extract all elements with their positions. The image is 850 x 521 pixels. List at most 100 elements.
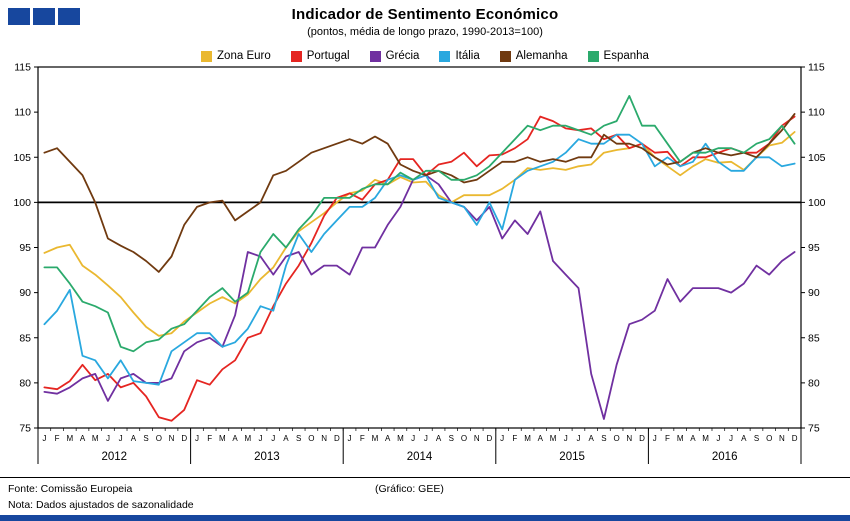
- legend-item-espanha: Espanha: [587, 50, 649, 62]
- x-axis-month-label: M: [524, 434, 531, 443]
- legend-swatch: [290, 50, 302, 62]
- x-axis-month-label: F: [665, 434, 670, 443]
- x-axis-month-label: M: [397, 434, 404, 443]
- x-axis-month-label: A: [232, 434, 238, 443]
- x-axis-month-label: A: [80, 434, 86, 443]
- x-axis-month-label: J: [348, 434, 352, 443]
- y-axis-tick-label-left: 80: [19, 377, 31, 389]
- y-axis-tick-label-right: 100: [808, 197, 826, 209]
- x-axis-month-label: D: [181, 434, 187, 443]
- x-axis-month-label: A: [131, 434, 137, 443]
- x-axis-month-label: J: [106, 434, 110, 443]
- y-axis-tick-label-right: 105: [808, 152, 826, 164]
- x-axis-month-label: A: [690, 434, 696, 443]
- y-axis-tick-label-right: 95: [808, 242, 820, 254]
- y-axis-tick-label-right: 75: [808, 423, 820, 435]
- x-axis-month-label: F: [207, 434, 212, 443]
- x-axis-month-label: F: [55, 434, 60, 443]
- series-line-espanha: [43, 95, 796, 353]
- x-axis-month-label: N: [474, 434, 480, 443]
- legend-label: Portugal: [306, 50, 350, 62]
- x-axis-month-label: J: [259, 434, 263, 443]
- x-axis-month-label: A: [385, 434, 391, 443]
- y-axis-tick-label-left: 85: [19, 332, 31, 344]
- data-note: Nota: Dados ajustados de sazonalidade: [8, 499, 194, 511]
- series-line-portugal: [43, 115, 796, 422]
- x-axis-month-label: J: [500, 434, 504, 443]
- x-axis-month-label: J: [119, 434, 123, 443]
- x-axis-month-label: F: [360, 434, 365, 443]
- logo-square: [58, 8, 80, 25]
- series-line-alemanha: [43, 113, 796, 273]
- x-axis-year-label: 2013: [254, 451, 280, 463]
- x-axis-month-label: M: [677, 434, 684, 443]
- x-axis-month-label: J: [42, 434, 46, 443]
- series-line-itália: [43, 133, 796, 386]
- x-axis-month-label: J: [729, 434, 733, 443]
- legend-item-alemanha: Alemanha: [499, 50, 568, 62]
- x-axis-month-label: D: [487, 434, 493, 443]
- series-line-grécia: [43, 174, 796, 420]
- x-axis-year-label: 2012: [102, 451, 128, 463]
- x-axis-month-label: J: [195, 434, 199, 443]
- legend-item-portugal: Portugal: [290, 50, 350, 62]
- x-axis-month-label: N: [779, 434, 785, 443]
- chart-subtitle: (pontos, média de longo prazo, 1990-2013…: [307, 26, 543, 38]
- x-axis-month-label: M: [702, 434, 709, 443]
- x-axis-month-label: A: [741, 434, 747, 443]
- x-axis-month-label: J: [271, 434, 275, 443]
- x-axis-month-label: N: [626, 434, 632, 443]
- x-axis-month-label: M: [66, 434, 73, 443]
- legend-swatch: [369, 50, 381, 62]
- x-axis-year-label: 2016: [712, 451, 738, 463]
- legend-label: Grécia: [385, 50, 420, 62]
- x-axis-month-label: S: [754, 434, 759, 443]
- y-axis-tick-label-right: 90: [808, 287, 820, 299]
- x-axis-month-label: M: [244, 434, 251, 443]
- legend-item-itália: Itália: [439, 50, 480, 62]
- x-axis-month-label: A: [538, 434, 544, 443]
- x-axis-month-label: S: [449, 434, 454, 443]
- y-axis-tick-label-left: 90: [19, 287, 31, 299]
- x-axis-month-label: O: [461, 434, 467, 443]
- y-axis-tick-label-right: 85: [808, 332, 820, 344]
- logo: [8, 8, 80, 25]
- x-axis-month-label: S: [601, 434, 606, 443]
- x-axis-month-label: O: [308, 434, 314, 443]
- x-axis-month-label: M: [550, 434, 557, 443]
- legend-label: Zona Euro: [217, 50, 271, 62]
- y-axis-tick-label-right: 110: [808, 107, 825, 119]
- y-axis-tick-label-left: 105: [13, 152, 31, 164]
- x-axis-month-label: S: [143, 434, 148, 443]
- legend-swatch: [499, 50, 511, 62]
- logo-square: [8, 8, 30, 25]
- legend: Zona Euro Portugal Grécia Itália Alemanha Esp…: [0, 50, 850, 62]
- x-axis-month-label: A: [436, 434, 442, 443]
- sentiment-line-chart: 75 75 80 80 85 85 90 90 95 95 100 100 105 105 110 110 11…: [13, 62, 826, 464]
- x-axis-month-label: N: [321, 434, 327, 443]
- x-axis-month-label: J: [424, 434, 428, 443]
- logo-square: [33, 8, 55, 25]
- legend-item-grécia: Grécia: [369, 50, 420, 62]
- x-axis-month-label: M: [219, 434, 226, 443]
- x-axis-month-label: O: [613, 434, 619, 443]
- x-axis-month-label: O: [766, 434, 772, 443]
- x-axis-month-label: J: [653, 434, 657, 443]
- legend-label: Espanha: [603, 50, 649, 62]
- series-line-zona-euro: [43, 131, 796, 337]
- source-note: Fonte: Comissão Europeia: [8, 483, 133, 495]
- y-axis-tick-label-left: 115: [14, 62, 31, 74]
- graphic-credit: (Gráfico: GEE): [375, 483, 444, 495]
- legend-item-zona-euro: Zona Euro: [201, 50, 271, 62]
- chart-title: Indicador de Sentimento Económico: [291, 6, 559, 23]
- legend-label: Itália: [455, 50, 480, 62]
- legend-swatch: [439, 50, 451, 62]
- y-axis-tick-label-left: 110: [14, 107, 31, 119]
- legend-swatch: [201, 50, 213, 62]
- footer-divider: [0, 477, 850, 478]
- x-axis-month-label: D: [334, 434, 340, 443]
- x-axis-month-label: J: [576, 434, 580, 443]
- x-axis-month-label: A: [589, 434, 595, 443]
- x-axis-month-label: J: [564, 434, 568, 443]
